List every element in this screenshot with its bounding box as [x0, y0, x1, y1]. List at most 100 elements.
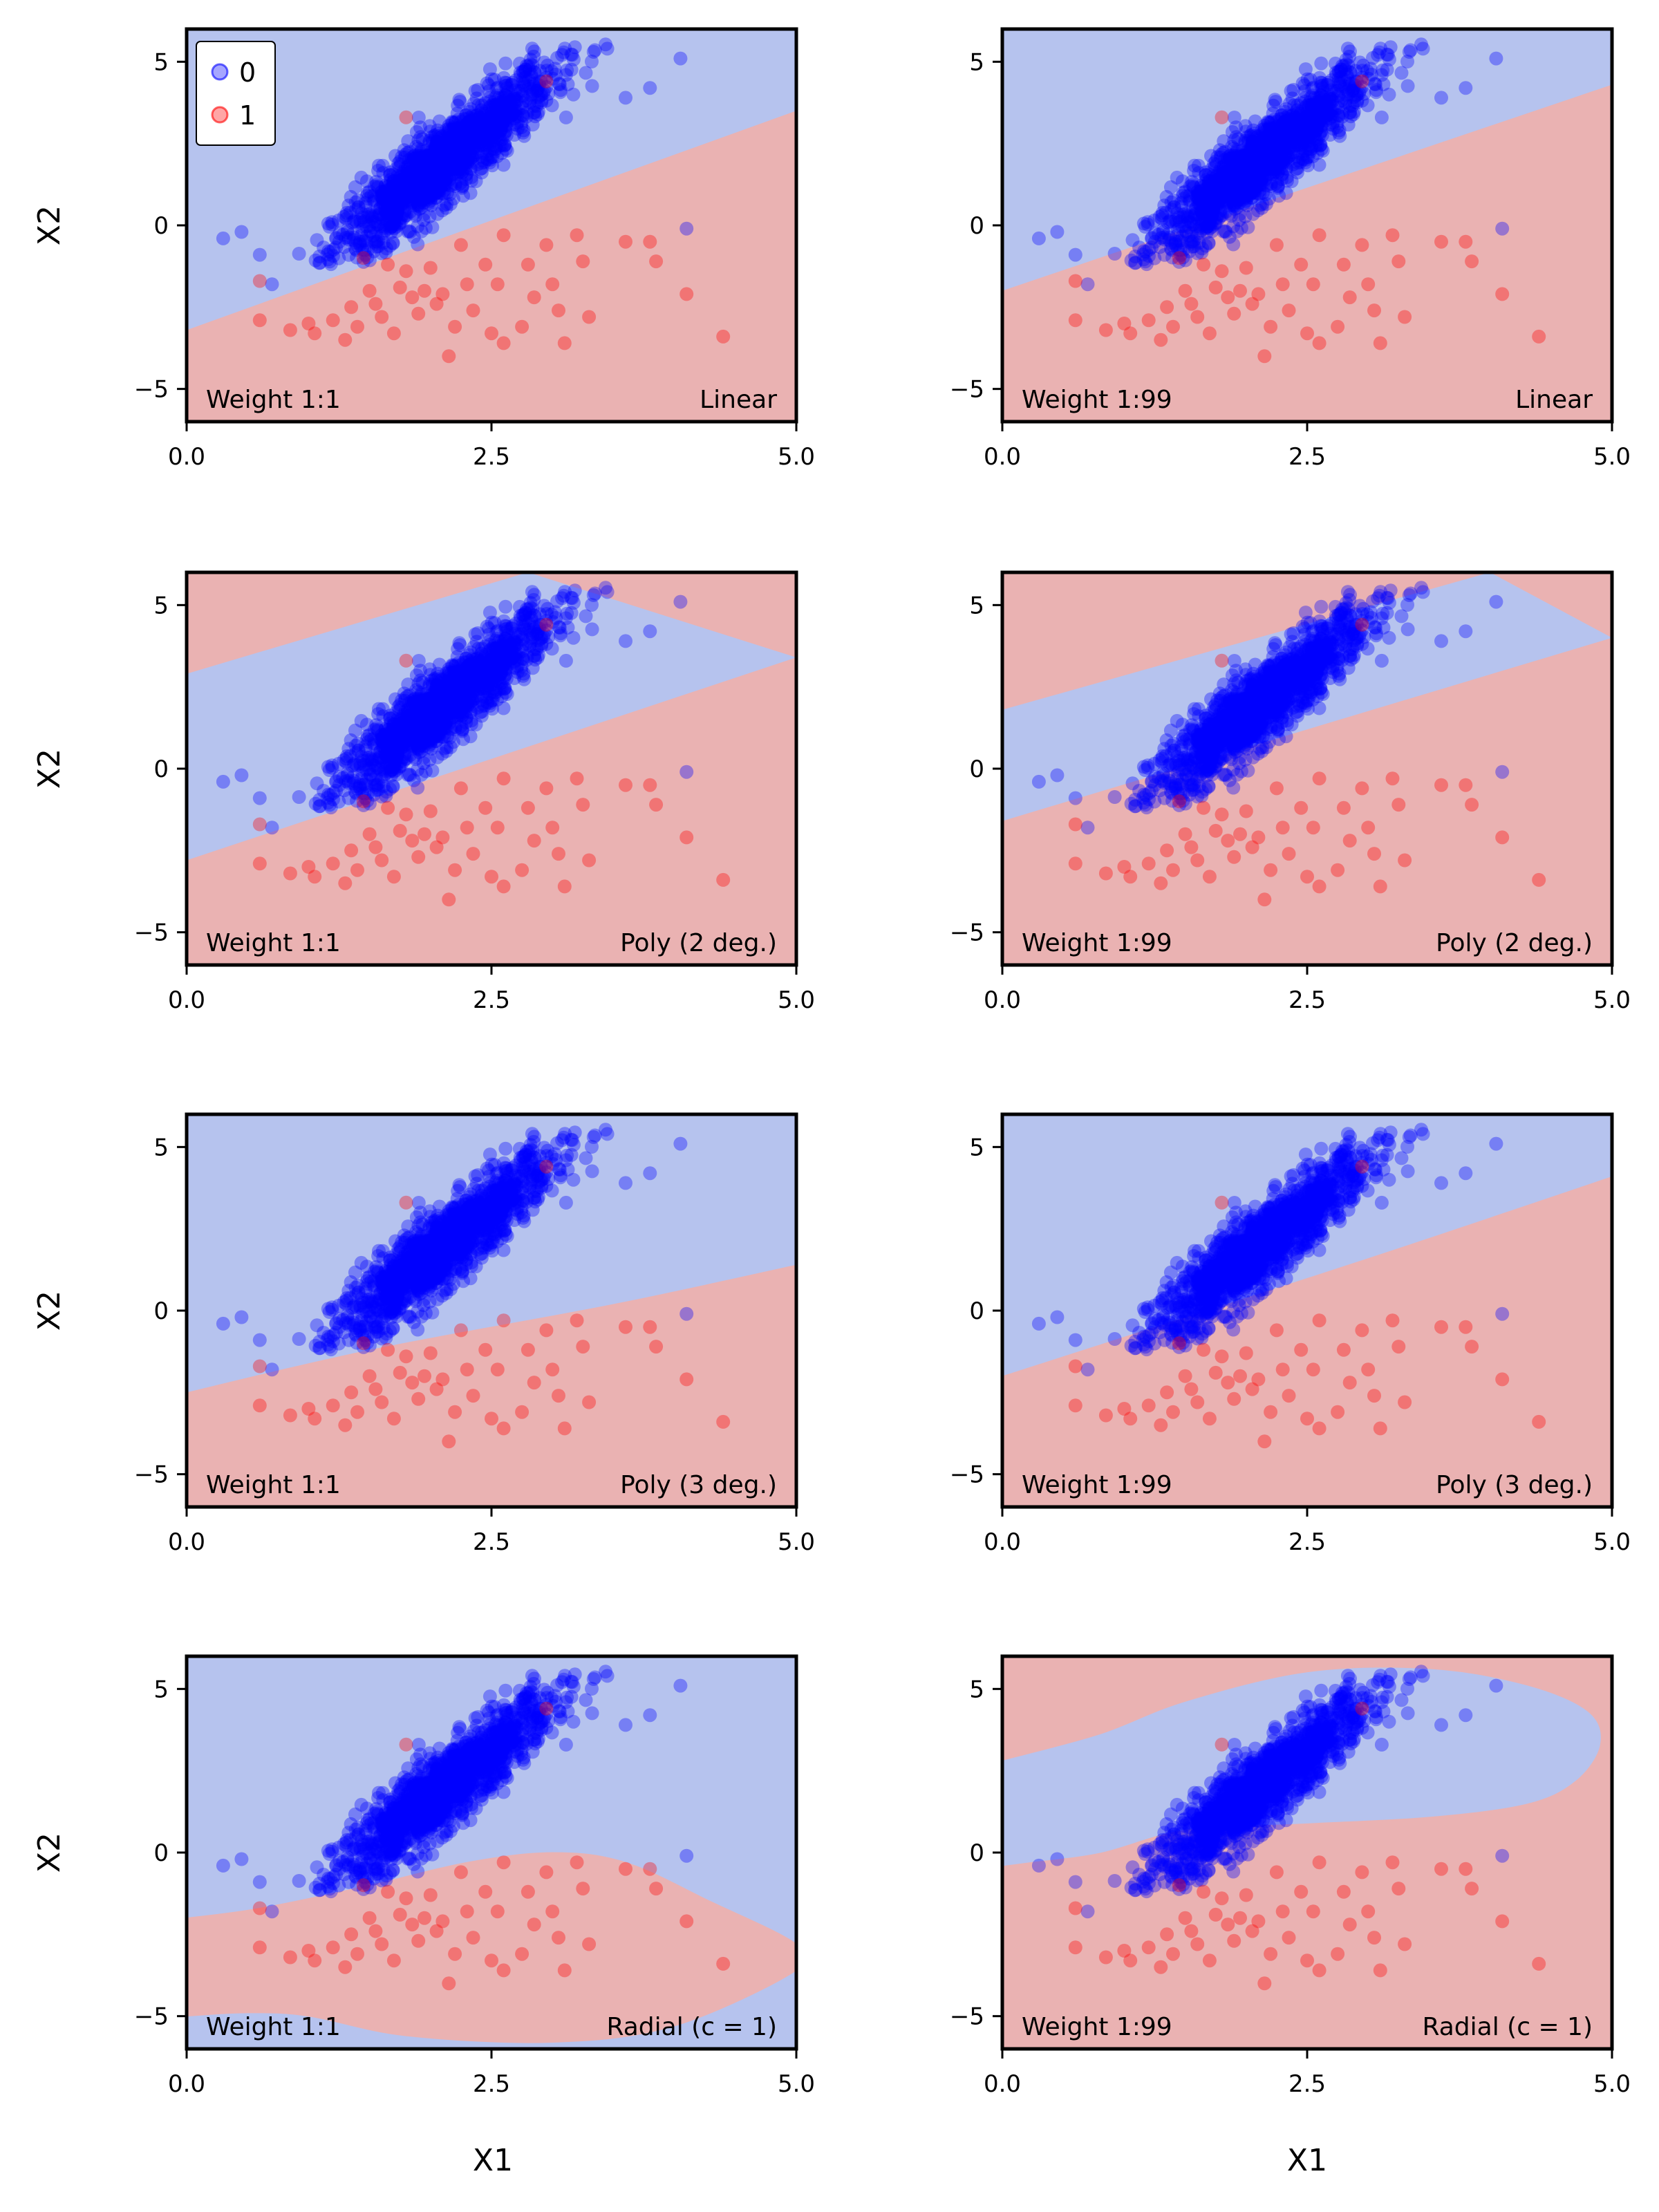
point-class0 [1262, 665, 1277, 679]
point-class0 [406, 153, 420, 168]
point-class0 [470, 119, 485, 133]
point-class0 [1366, 50, 1380, 65]
point-class0 [1248, 142, 1262, 156]
point-class0 [475, 129, 489, 142]
point-class0 [453, 95, 467, 109]
point-class0 [1298, 699, 1313, 713]
point-class0 [1320, 108, 1334, 122]
point-class0 [510, 665, 525, 679]
point-class0 [1321, 651, 1335, 666]
point-class0 [497, 127, 512, 142]
point-class0 [395, 740, 410, 753]
point-class0 [476, 657, 490, 671]
point-class0 [389, 190, 404, 205]
point-class0 [1215, 180, 1230, 194]
point-class0 [451, 151, 465, 165]
point-class0 [518, 79, 532, 93]
point-class0 [1276, 671, 1291, 685]
point-class0 [427, 689, 441, 704]
point-class0 [1203, 196, 1217, 210]
point-class0 [415, 132, 430, 147]
point-class0 [1226, 738, 1240, 753]
point-class0 [332, 226, 347, 241]
point-class0 [419, 164, 433, 178]
point-class0 [429, 140, 443, 154]
point-class0 [479, 662, 494, 677]
point-class0 [518, 606, 533, 620]
point-class0 [534, 87, 549, 102]
point-class0 [1259, 673, 1274, 687]
point-class0 [402, 688, 417, 702]
point-class0 [1221, 709, 1235, 722]
point-class0 [1252, 157, 1266, 171]
point-class0 [409, 714, 422, 729]
point-class0 [388, 162, 403, 176]
point-class0 [1183, 179, 1197, 194]
point-class0 [458, 112, 473, 126]
point-class0 [1257, 147, 1271, 162]
point-class0 [1221, 162, 1236, 177]
point-class0 [515, 108, 529, 122]
point-class0 [462, 161, 477, 176]
point-class0 [1200, 199, 1214, 214]
point-class0 [1255, 144, 1269, 158]
point-class0 [499, 76, 514, 90]
point-class0 [1248, 114, 1262, 129]
point-class0 [359, 199, 373, 214]
point-class0 [412, 723, 427, 738]
point-class0 [1335, 109, 1349, 124]
point-class0 [480, 661, 495, 675]
point-class0 [1226, 685, 1241, 699]
point-class0 [1313, 96, 1327, 111]
point-class0 [353, 238, 367, 252]
point-class0 [1326, 91, 1340, 106]
point-class0 [1257, 118, 1272, 133]
point-class0 [1260, 666, 1275, 680]
point-class0 [473, 162, 487, 176]
point-class0 [495, 116, 509, 131]
point-class0 [346, 770, 360, 785]
point-class0 [1295, 691, 1310, 705]
point-class0 [395, 177, 409, 191]
point-class0 [440, 168, 453, 182]
point-class0 [490, 647, 505, 661]
point-class0 [1243, 142, 1257, 157]
point-class0 [1225, 171, 1239, 186]
point-class0 [463, 689, 478, 703]
point-class0 [1210, 693, 1225, 708]
point-class0 [406, 185, 421, 200]
point-class0 [1234, 221, 1248, 235]
point-class0 [1290, 104, 1304, 118]
point-class0 [1281, 109, 1295, 123]
point-class0 [447, 167, 461, 182]
point-class0 [485, 693, 500, 707]
point-class0 [518, 619, 532, 633]
point-class0 [376, 196, 391, 211]
point-class1 [582, 310, 597, 324]
point-class0 [391, 723, 405, 738]
point-class0 [1210, 210, 1224, 225]
point-class0 [423, 155, 438, 169]
point-class0 [523, 88, 538, 102]
point-class0 [1200, 742, 1215, 757]
point-class0 [518, 637, 533, 651]
point-class0 [445, 700, 460, 714]
point-class0 [408, 691, 422, 706]
point-class0 [1309, 668, 1323, 682]
point-class0 [531, 633, 545, 648]
point-class0 [1244, 171, 1259, 186]
point-class0 [404, 188, 418, 203]
point-class0 [1241, 707, 1255, 722]
point-class0 [500, 144, 514, 158]
point-class0 [1301, 667, 1315, 682]
point-class0 [1227, 197, 1241, 212]
point-class0 [1199, 769, 1214, 782]
point-class0 [643, 81, 657, 95]
point-class0 [1246, 185, 1260, 200]
point-class0 [368, 752, 382, 767]
point-class0 [1248, 186, 1262, 200]
point-class0 [1251, 691, 1265, 705]
point-class1 [1202, 326, 1217, 341]
point-class0 [1260, 151, 1275, 166]
point-class0 [402, 168, 417, 182]
